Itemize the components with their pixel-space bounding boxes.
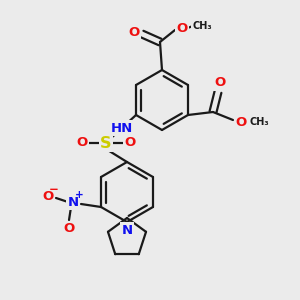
Text: S: S [100, 136, 112, 151]
Text: O: O [124, 136, 136, 149]
Text: O: O [128, 26, 140, 40]
Text: −: − [49, 184, 59, 196]
Text: O: O [214, 76, 226, 89]
Text: N: N [68, 196, 79, 208]
Text: +: + [75, 190, 83, 200]
Text: N: N [122, 224, 133, 236]
Text: O: O [76, 136, 88, 149]
Text: O: O [176, 22, 188, 34]
Text: O: O [42, 190, 54, 203]
Text: CH₃: CH₃ [192, 21, 212, 31]
Text: O: O [63, 223, 75, 236]
Text: HN: HN [111, 122, 133, 134]
Text: CH₃: CH₃ [249, 117, 269, 127]
Text: O: O [236, 116, 247, 128]
